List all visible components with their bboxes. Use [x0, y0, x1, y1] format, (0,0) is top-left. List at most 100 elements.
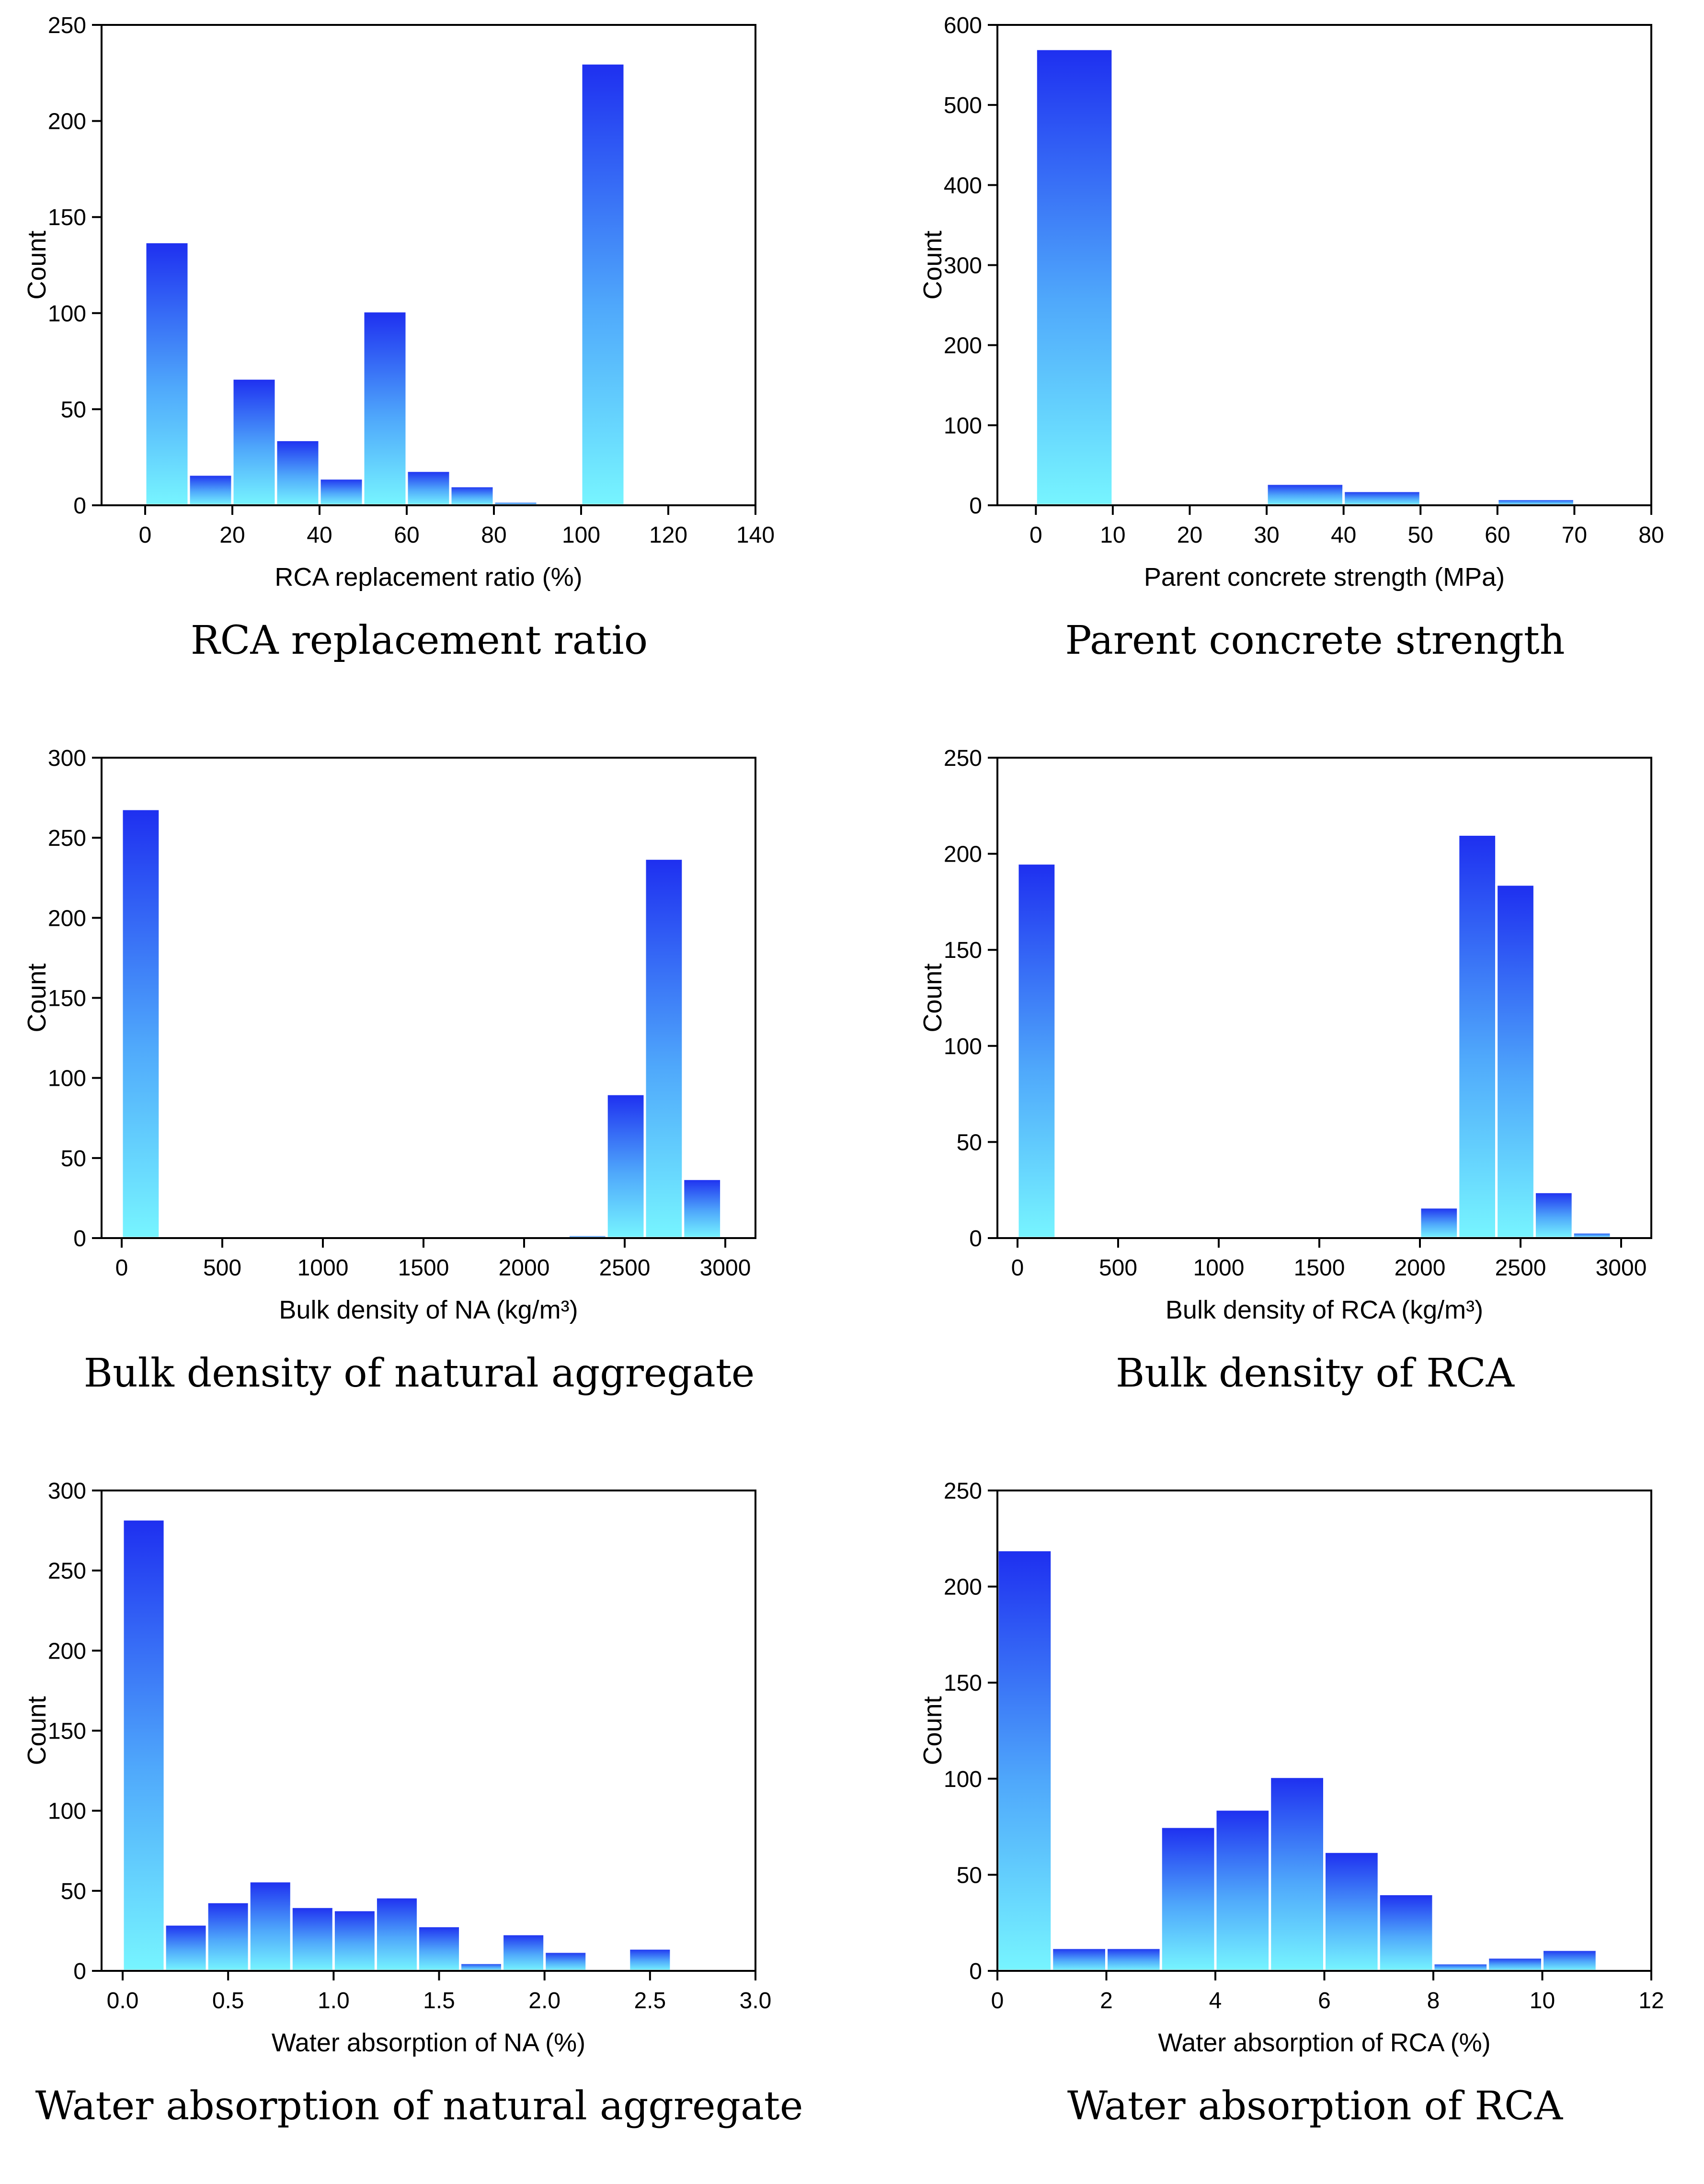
x-tick-label: 1.5 [423, 1988, 455, 2013]
figure-caption: Parent concrete strength [1065, 618, 1565, 663]
x-tick-label: 1000 [1193, 1255, 1245, 1281]
x-tick-label: 12 [1638, 1988, 1664, 2013]
x-tick-label: 140 [736, 523, 775, 548]
histogram-panel-rca-replacement-ratio: 0 20 40 60 80 100 120 140 0 50 100 150 200 250 RCA rep… [0, 0, 838, 718]
histogram-bar [1105, 1946, 1162, 1972]
histogram-bar [248, 1880, 293, 1972]
y-tick-label: 50 [61, 1879, 86, 1904]
y-tick-label: 200 [48, 1638, 86, 1664]
y-tick-label: 400 [944, 173, 982, 198]
y-tick-label: 200 [944, 842, 982, 867]
plot-frame [101, 24, 756, 506]
x-tick-label: 6 [1318, 1988, 1331, 2013]
histogram-bar [1432, 1962, 1489, 1972]
histogram-bar [459, 1961, 504, 1972]
y-tick-label: 200 [944, 1575, 982, 1600]
histogram-bar [1265, 482, 1345, 507]
y-tick-label: 150 [944, 938, 982, 963]
x-tick-label: 20 [1177, 523, 1202, 548]
histogram-bar [543, 1950, 588, 1972]
y-tick-label: 300 [48, 1479, 86, 1504]
x-tick-label: 3.0 [740, 1988, 772, 2013]
histogram-bar [1323, 1850, 1380, 1972]
histogram-bar [405, 469, 452, 507]
x-tick-label: 50 [1408, 523, 1433, 548]
x-tick-label: 0.0 [107, 1988, 139, 2013]
histogram-bar [374, 1896, 419, 1972]
y-tick-label: 0 [73, 1226, 86, 1251]
y-tick-label: 250 [48, 1558, 86, 1584]
histogram-panel-water-absorption-rca: 0 2 4 6 8 10 12 0 50 100 150 200 250 Water absorption… [896, 1466, 1704, 2184]
y-tick-label: 0 [73, 1959, 86, 1984]
histogram-chart: 0 10 20 30 40 50 60 70 80 0 100 200 300 400 500 600 Pare… [918, 13, 1664, 592]
histogram-bar [1533, 1191, 1574, 1240]
y-tick-label: 100 [944, 1767, 982, 1792]
y-axis-title: Count [23, 230, 51, 299]
histogram-bar [1418, 1206, 1460, 1240]
histogram-bar [144, 240, 190, 507]
x-tick-label: 40 [307, 523, 332, 548]
x-tick-label: 2500 [1495, 1255, 1546, 1281]
x-tick-label: 2000 [499, 1255, 550, 1281]
y-tick-label: 200 [48, 109, 86, 135]
y-tick-label: 150 [48, 986, 86, 1012]
x-tick-label: 500 [203, 1255, 241, 1281]
x-tick-label: 0 [991, 1988, 1004, 2013]
y-tick-label: 300 [48, 746, 86, 771]
y-tick-label: 200 [48, 906, 86, 931]
histogram-bar [120, 808, 161, 1240]
x-tick-label: 80 [1638, 523, 1664, 548]
histogram-bar [1342, 489, 1422, 507]
histogram-bar [416, 1924, 462, 1972]
x-tick-label: 0 [139, 523, 152, 548]
histogram-chart: 0 500 1000 1500 2000 2500 3000 0 50 100 150 200 250 3… [23, 746, 756, 1324]
y-tick-label: 250 [48, 13, 86, 38]
histogram-bar [318, 477, 365, 507]
y-tick-label: 600 [944, 13, 982, 38]
x-tick-label: 70 [1562, 523, 1587, 548]
histogram-bar [643, 857, 685, 1240]
y-tick-label: 50 [61, 397, 86, 422]
y-tick-label: 0 [73, 493, 86, 519]
histogram-bar [1377, 1893, 1435, 1972]
y-axis-title: Count [918, 1696, 947, 1765]
histogram-bar [1496, 498, 1576, 507]
x-tick-label: 2.0 [528, 1988, 560, 2013]
histogram-bar [274, 439, 321, 507]
x-tick-label: 40 [1331, 523, 1356, 548]
figure-caption: Bulk density of natural aggregate [83, 1351, 755, 1396]
histogram-chart: 0 2 4 6 8 10 12 0 50 100 150 200 250 Water absorption… [918, 1479, 1664, 2057]
y-tick-label: 500 [944, 93, 982, 118]
x-tick-label: 500 [1099, 1255, 1137, 1281]
histogram-bar [996, 1548, 1053, 1972]
y-tick-label: 300 [944, 253, 982, 279]
y-tick-label: 150 [944, 1671, 982, 1696]
histogram-bar [1495, 883, 1536, 1240]
x-axis-title: RCA replacement ratio (%) [274, 563, 582, 592]
histogram-bar [501, 1933, 546, 1972]
histogram-bar [121, 1518, 166, 1972]
histogram-bar [1034, 47, 1114, 507]
histogram-bar [206, 1900, 251, 1972]
y-tick-label: 100 [48, 1799, 86, 1824]
x-tick-label: 3000 [1596, 1255, 1647, 1281]
histogram-panel-water-absorption-na: 0.0 0.5 1.0 1.5 2.0 2.5 3.0 0 50 100 150 200 250 300 W… [0, 1466, 838, 2184]
figure-caption: Water absorption of natural aggregate [35, 2083, 803, 2129]
x-tick-label: 60 [394, 523, 419, 548]
plot-frame [101, 1490, 756, 1972]
x-tick-label: 0 [1011, 1255, 1024, 1281]
figure-caption: Water absorption of RCA [1067, 2083, 1563, 2129]
histogram-bar [1159, 1825, 1217, 1972]
y-tick-label: 150 [48, 205, 86, 230]
x-tick-label: 30 [1254, 523, 1279, 548]
x-tick-label: 10 [1530, 1988, 1555, 2013]
y-tick-label: 0 [969, 493, 982, 519]
histogram-bar [1051, 1946, 1108, 1972]
x-tick-label: 60 [1485, 523, 1510, 548]
x-tick-label: 120 [649, 523, 687, 548]
x-tick-label: 4 [1209, 1988, 1222, 2013]
histogram-bar [449, 485, 495, 507]
x-tick-label: 0.5 [212, 1988, 244, 2013]
y-tick-label: 50 [957, 1863, 982, 1888]
y-tick-label: 50 [61, 1146, 86, 1172]
